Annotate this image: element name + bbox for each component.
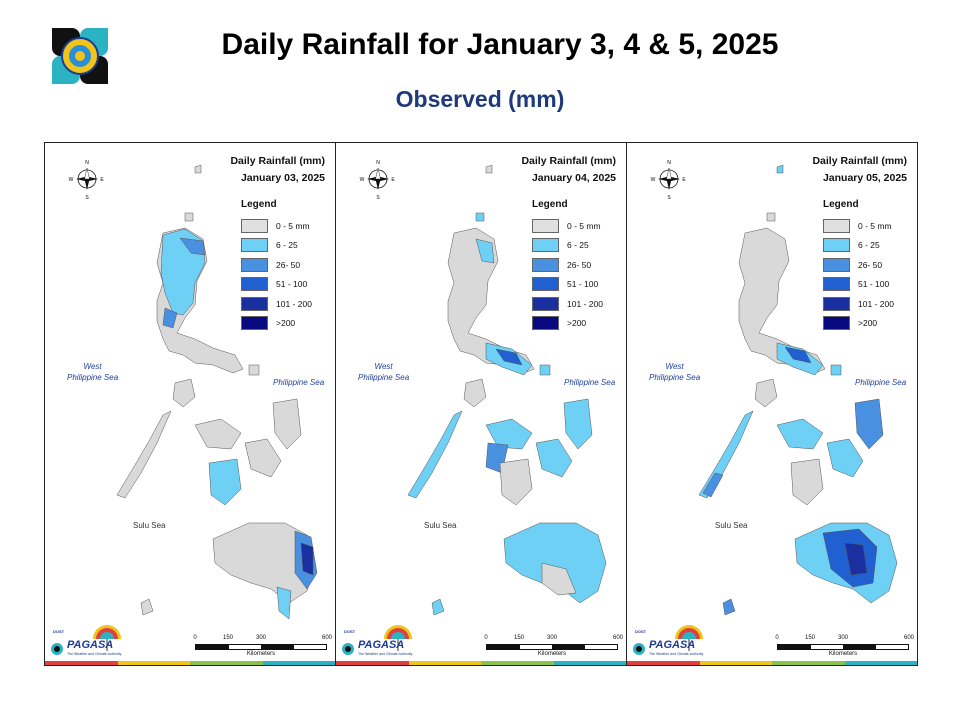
scale-bar: 0 150 300 600 Kilometers bbox=[484, 635, 624, 657]
compass-e: E bbox=[682, 177, 686, 183]
color-stripe bbox=[336, 661, 626, 665]
color-stripe bbox=[45, 661, 335, 665]
east-sea-label: Philippine Sea bbox=[273, 378, 325, 387]
scale-bar: 0 150 300 600 Kilometers bbox=[193, 635, 333, 657]
legend: Legend 0 - 5 mm 6 - 25 26- 50 51 - 100 1… bbox=[241, 199, 312, 331]
sulu-sea-label: Sulu Sea bbox=[424, 521, 457, 530]
legend: Legend 0 - 5 mm 6 - 25 26- 50 51 - 100 1… bbox=[532, 199, 603, 331]
sulu-sea-label: Sulu Sea bbox=[715, 521, 748, 530]
pagasa-brand: DOST PAGASA The Weather and Climate Auth… bbox=[49, 621, 129, 661]
compass-w: W bbox=[651, 177, 656, 183]
rainfall-maps: N S W E Daily Rainfall (mm) January 03, … bbox=[44, 142, 918, 666]
west-sea-label: West Philippine Sea bbox=[358, 362, 410, 382]
page-subtitle: Observed (mm) bbox=[395, 86, 565, 112]
philippines-map bbox=[116, 164, 318, 620]
compass-e: E bbox=[100, 177, 104, 183]
east-sea-label: Philippine Sea bbox=[564, 378, 616, 387]
pagasa-brand: DOST PAGASA The Weather and Climate Auth… bbox=[340, 621, 420, 661]
compass-rose-icon bbox=[657, 167, 681, 191]
rainbow-umbrella-icon bbox=[342, 625, 412, 655]
compass-w: W bbox=[360, 177, 365, 183]
color-stripe bbox=[627, 661, 917, 665]
compass-w: W bbox=[69, 177, 74, 183]
compass-s: S bbox=[85, 195, 89, 201]
map-panel-jan-05: N S W E Daily Rainfall (mm) January 05, … bbox=[627, 143, 917, 665]
panel-title: Daily Rainfall (mm) January 04, 2025 bbox=[521, 155, 616, 184]
east-sea-label: Philippine Sea bbox=[855, 378, 907, 387]
rainbow-umbrella-icon bbox=[633, 625, 703, 655]
philippines-map bbox=[698, 164, 898, 616]
pagasa-brand: DOST PAGASA The Weather and Climate Auth… bbox=[631, 621, 711, 661]
panel-title: Daily Rainfall (mm) January 05, 2025 bbox=[812, 155, 907, 184]
compass-n: N bbox=[376, 160, 380, 166]
west-sea-label: West Philippine Sea bbox=[649, 362, 701, 382]
scale-bar: 0 150 300 600 Kilometers bbox=[775, 635, 915, 657]
compass-e: E bbox=[391, 177, 395, 183]
map-panel-jan-04: N S W E Daily Rainfall (mm) January 04, … bbox=[336, 143, 627, 665]
rainbow-umbrella-icon bbox=[51, 625, 121, 655]
compass-n: N bbox=[667, 160, 671, 166]
philippines-map bbox=[407, 164, 607, 616]
west-sea-label: West Philippine Sea bbox=[67, 362, 119, 382]
map-panel-jan-03: N S W E Daily Rainfall (mm) January 03, … bbox=[45, 143, 336, 665]
compass-s: S bbox=[376, 195, 380, 201]
panel-title: Daily Rainfall (mm) January 03, 2025 bbox=[230, 155, 325, 184]
compass-rose-icon bbox=[366, 167, 390, 191]
compass-n: N bbox=[85, 160, 89, 166]
pagasa-seal-icon bbox=[48, 24, 112, 88]
sulu-sea-label: Sulu Sea bbox=[133, 521, 166, 530]
legend: Legend 0 - 5 mm 6 - 25 26- 50 51 - 100 1… bbox=[823, 199, 894, 331]
compass-rose-icon bbox=[75, 167, 99, 191]
page-title: Daily Rainfall for January 3, 4 & 5, 202… bbox=[221, 28, 779, 61]
compass-s: S bbox=[667, 195, 671, 201]
